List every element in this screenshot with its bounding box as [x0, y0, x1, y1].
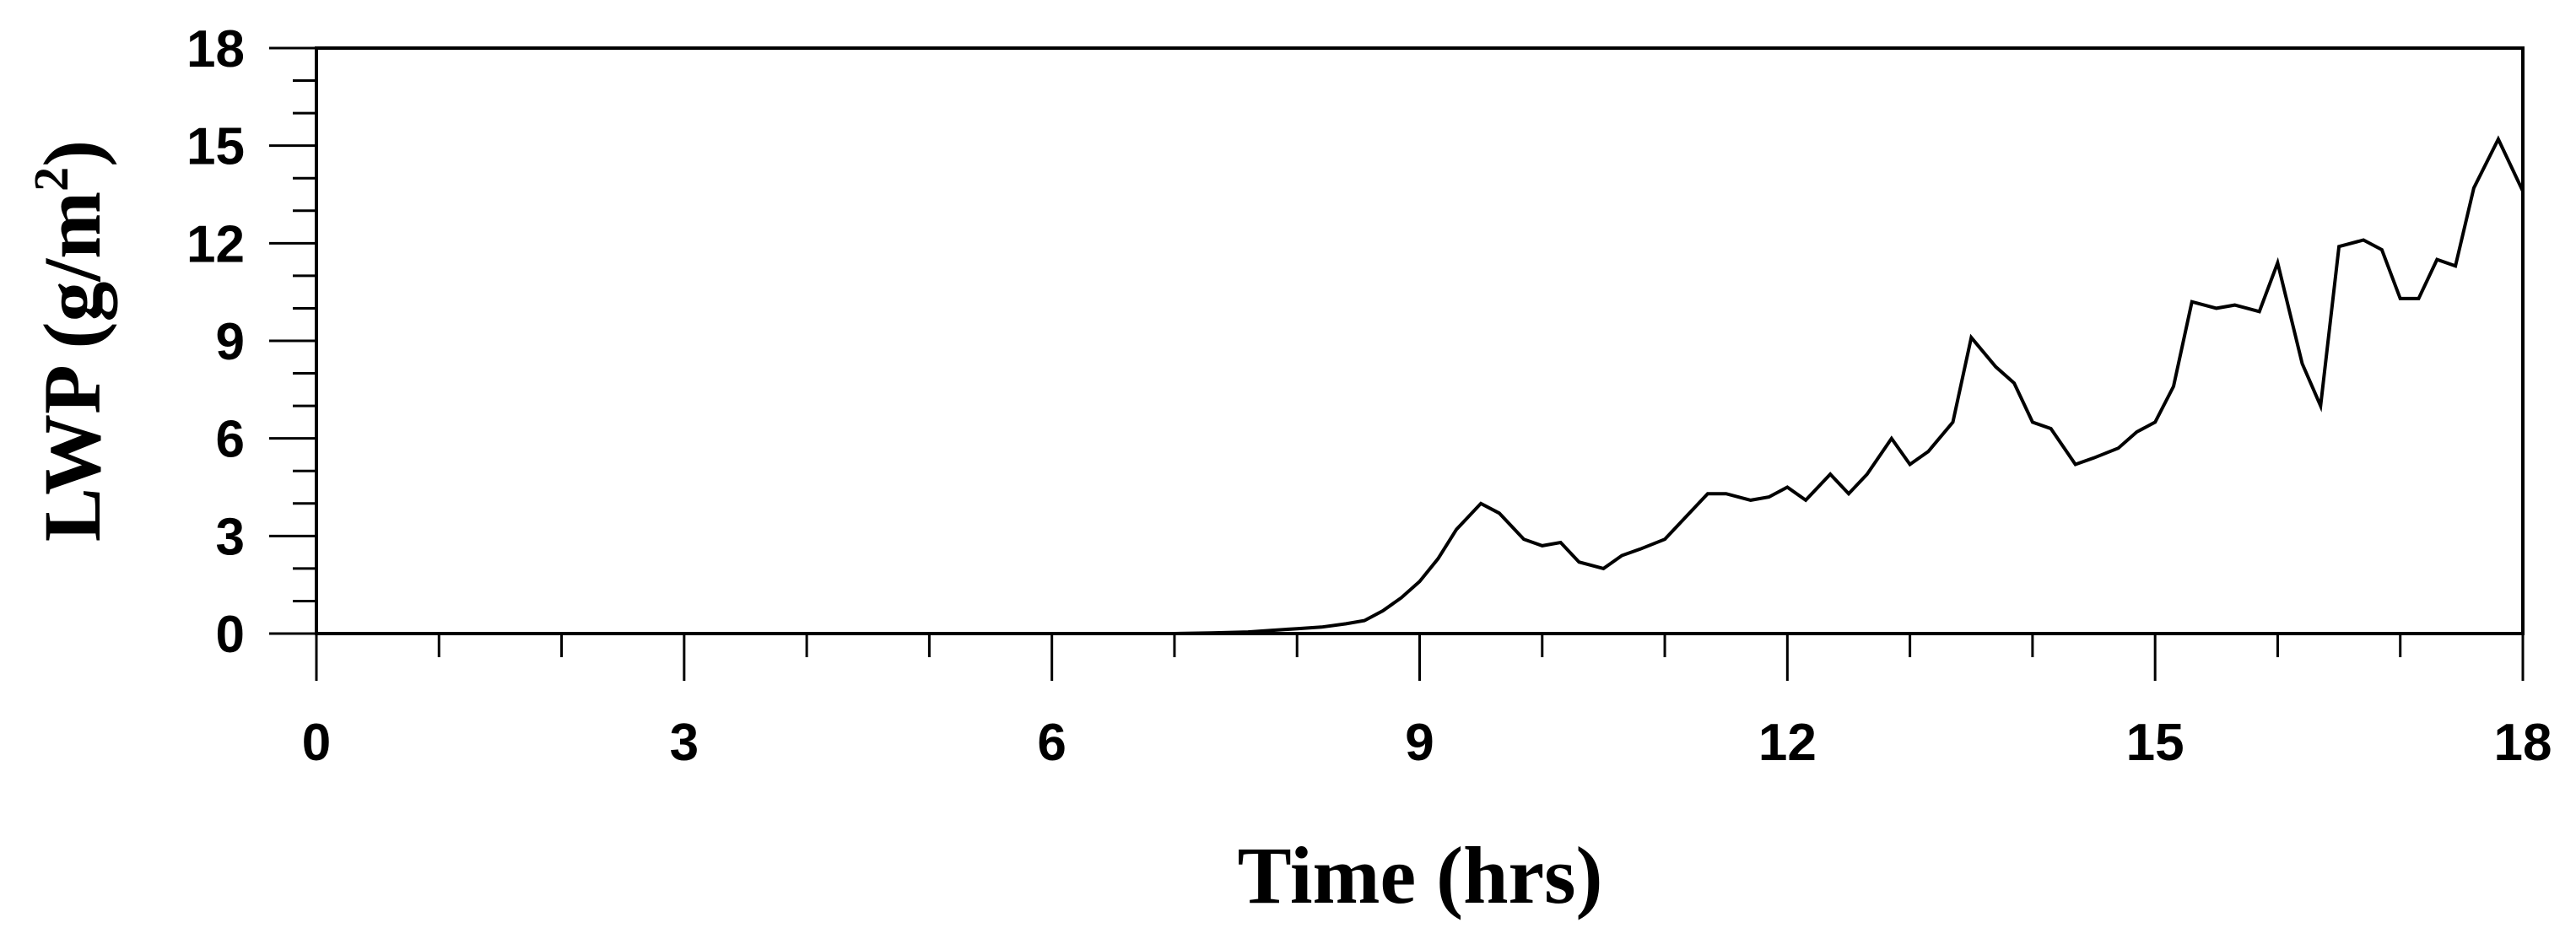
- x-tick-label: 15: [2126, 714, 2184, 772]
- x-tick-label: 18: [2494, 714, 2552, 772]
- y-axis-title-superscript: 2: [24, 167, 78, 192]
- x-tick-label: 3: [670, 714, 699, 772]
- y-tick-label: 9: [216, 313, 245, 371]
- lwp-series-line: [316, 135, 2525, 635]
- x-axis-ticks: [315, 634, 2525, 681]
- y-tick-label: 6: [216, 411, 245, 469]
- y-tick-label: 18: [186, 20, 245, 78]
- x-tick-label: 12: [1758, 714, 1817, 772]
- y-tick-label: 3: [216, 508, 245, 566]
- y-axis-title-main: LWP (g/m: [27, 192, 117, 542]
- y-axis-tick-labels: 0 3 6 9 12 15 18: [186, 20, 245, 664]
- y-tick-label: 15: [186, 118, 245, 176]
- x-tick-label: 0: [302, 714, 331, 772]
- x-tick-label: 6: [1037, 714, 1066, 772]
- x-tick-label: 9: [1405, 714, 1434, 772]
- x-axis-tick-labels: 0 3 6 9 12 15 18: [302, 714, 2552, 772]
- plot-frame: [315, 46, 2525, 635]
- x-axis-title: Time (hrs): [1238, 830, 1603, 920]
- y-axis-title-close: ): [27, 140, 117, 167]
- y-tick-label: 0: [216, 606, 245, 664]
- y-axis-ticks: [269, 46, 316, 635]
- y-axis-title: LWP (g/m2): [24, 140, 117, 542]
- y-tick-label: 12: [186, 215, 245, 273]
